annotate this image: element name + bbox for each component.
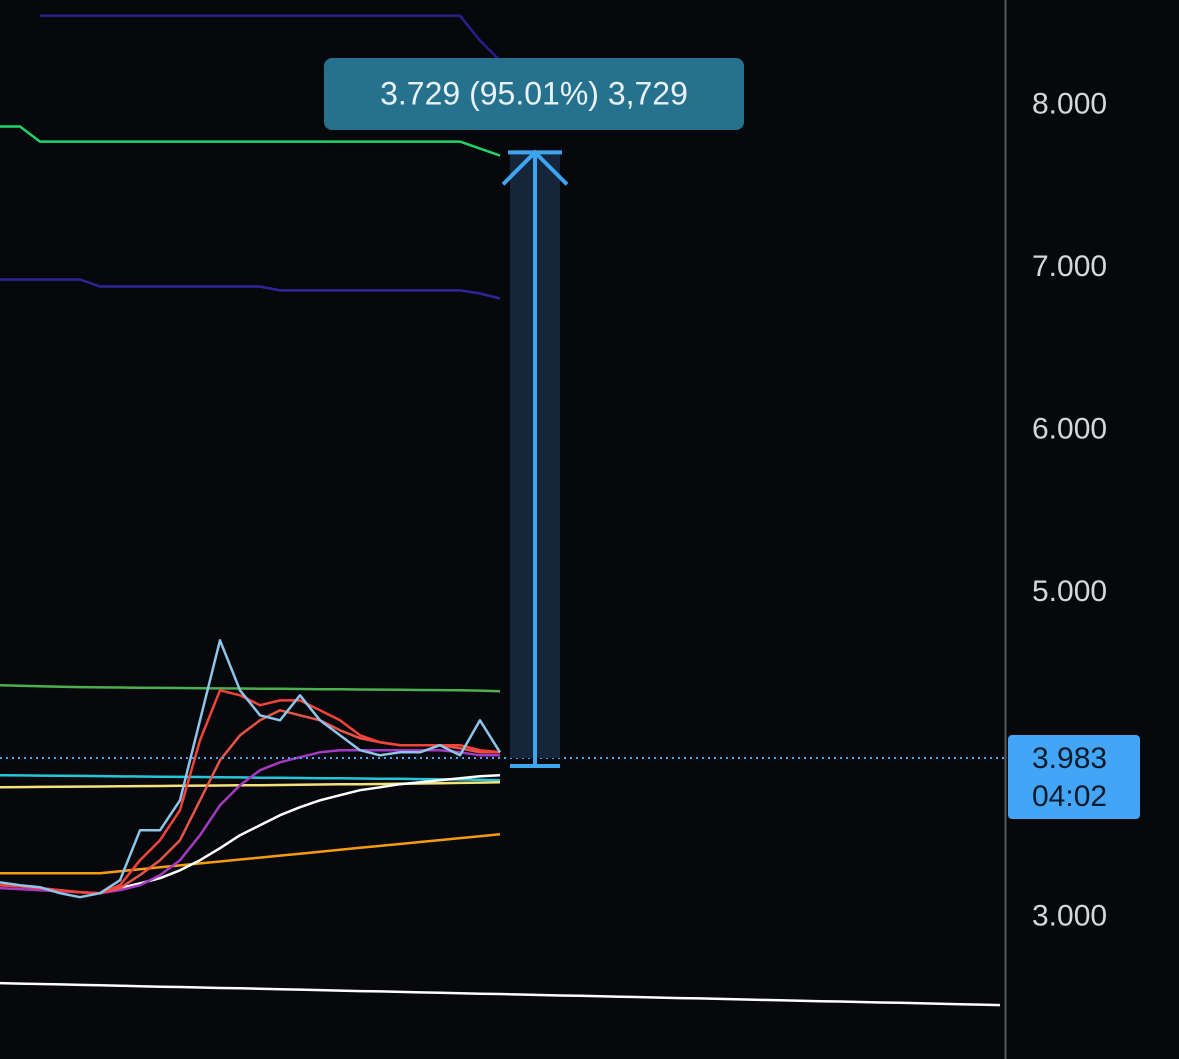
measure-arrowhead: [501, 149, 569, 186]
price-line: [0, 689, 501, 895]
y-tick-label: 8.000: [1032, 87, 1107, 120]
price-line: [40, 14, 501, 62]
y-tick-label: 5.000: [1032, 575, 1107, 608]
y-tick-label: 6.000: [1032, 412, 1107, 445]
price-line: [0, 709, 500, 895]
price-line: [0, 125, 501, 157]
price-line: [0, 981, 1001, 1007]
price-line: [0, 748, 500, 895]
price-box: [1008, 735, 1140, 820]
price-line: [0, 639, 502, 899]
countdown-label: 04:02: [1032, 780, 1107, 813]
price-line: [0, 278, 501, 300]
last-price-label: 3.983: [1032, 742, 1107, 775]
measure-label-box: [324, 58, 744, 130]
y-tick-label: 3.000: [1032, 900, 1107, 933]
price-line: [99, 773, 501, 895]
y-tick-label: 7.000: [1032, 250, 1107, 283]
price-line: [0, 832, 501, 875]
measure-label: 3.729 (95.01%) 3,729: [380, 75, 688, 111]
price-line: [0, 684, 501, 693]
